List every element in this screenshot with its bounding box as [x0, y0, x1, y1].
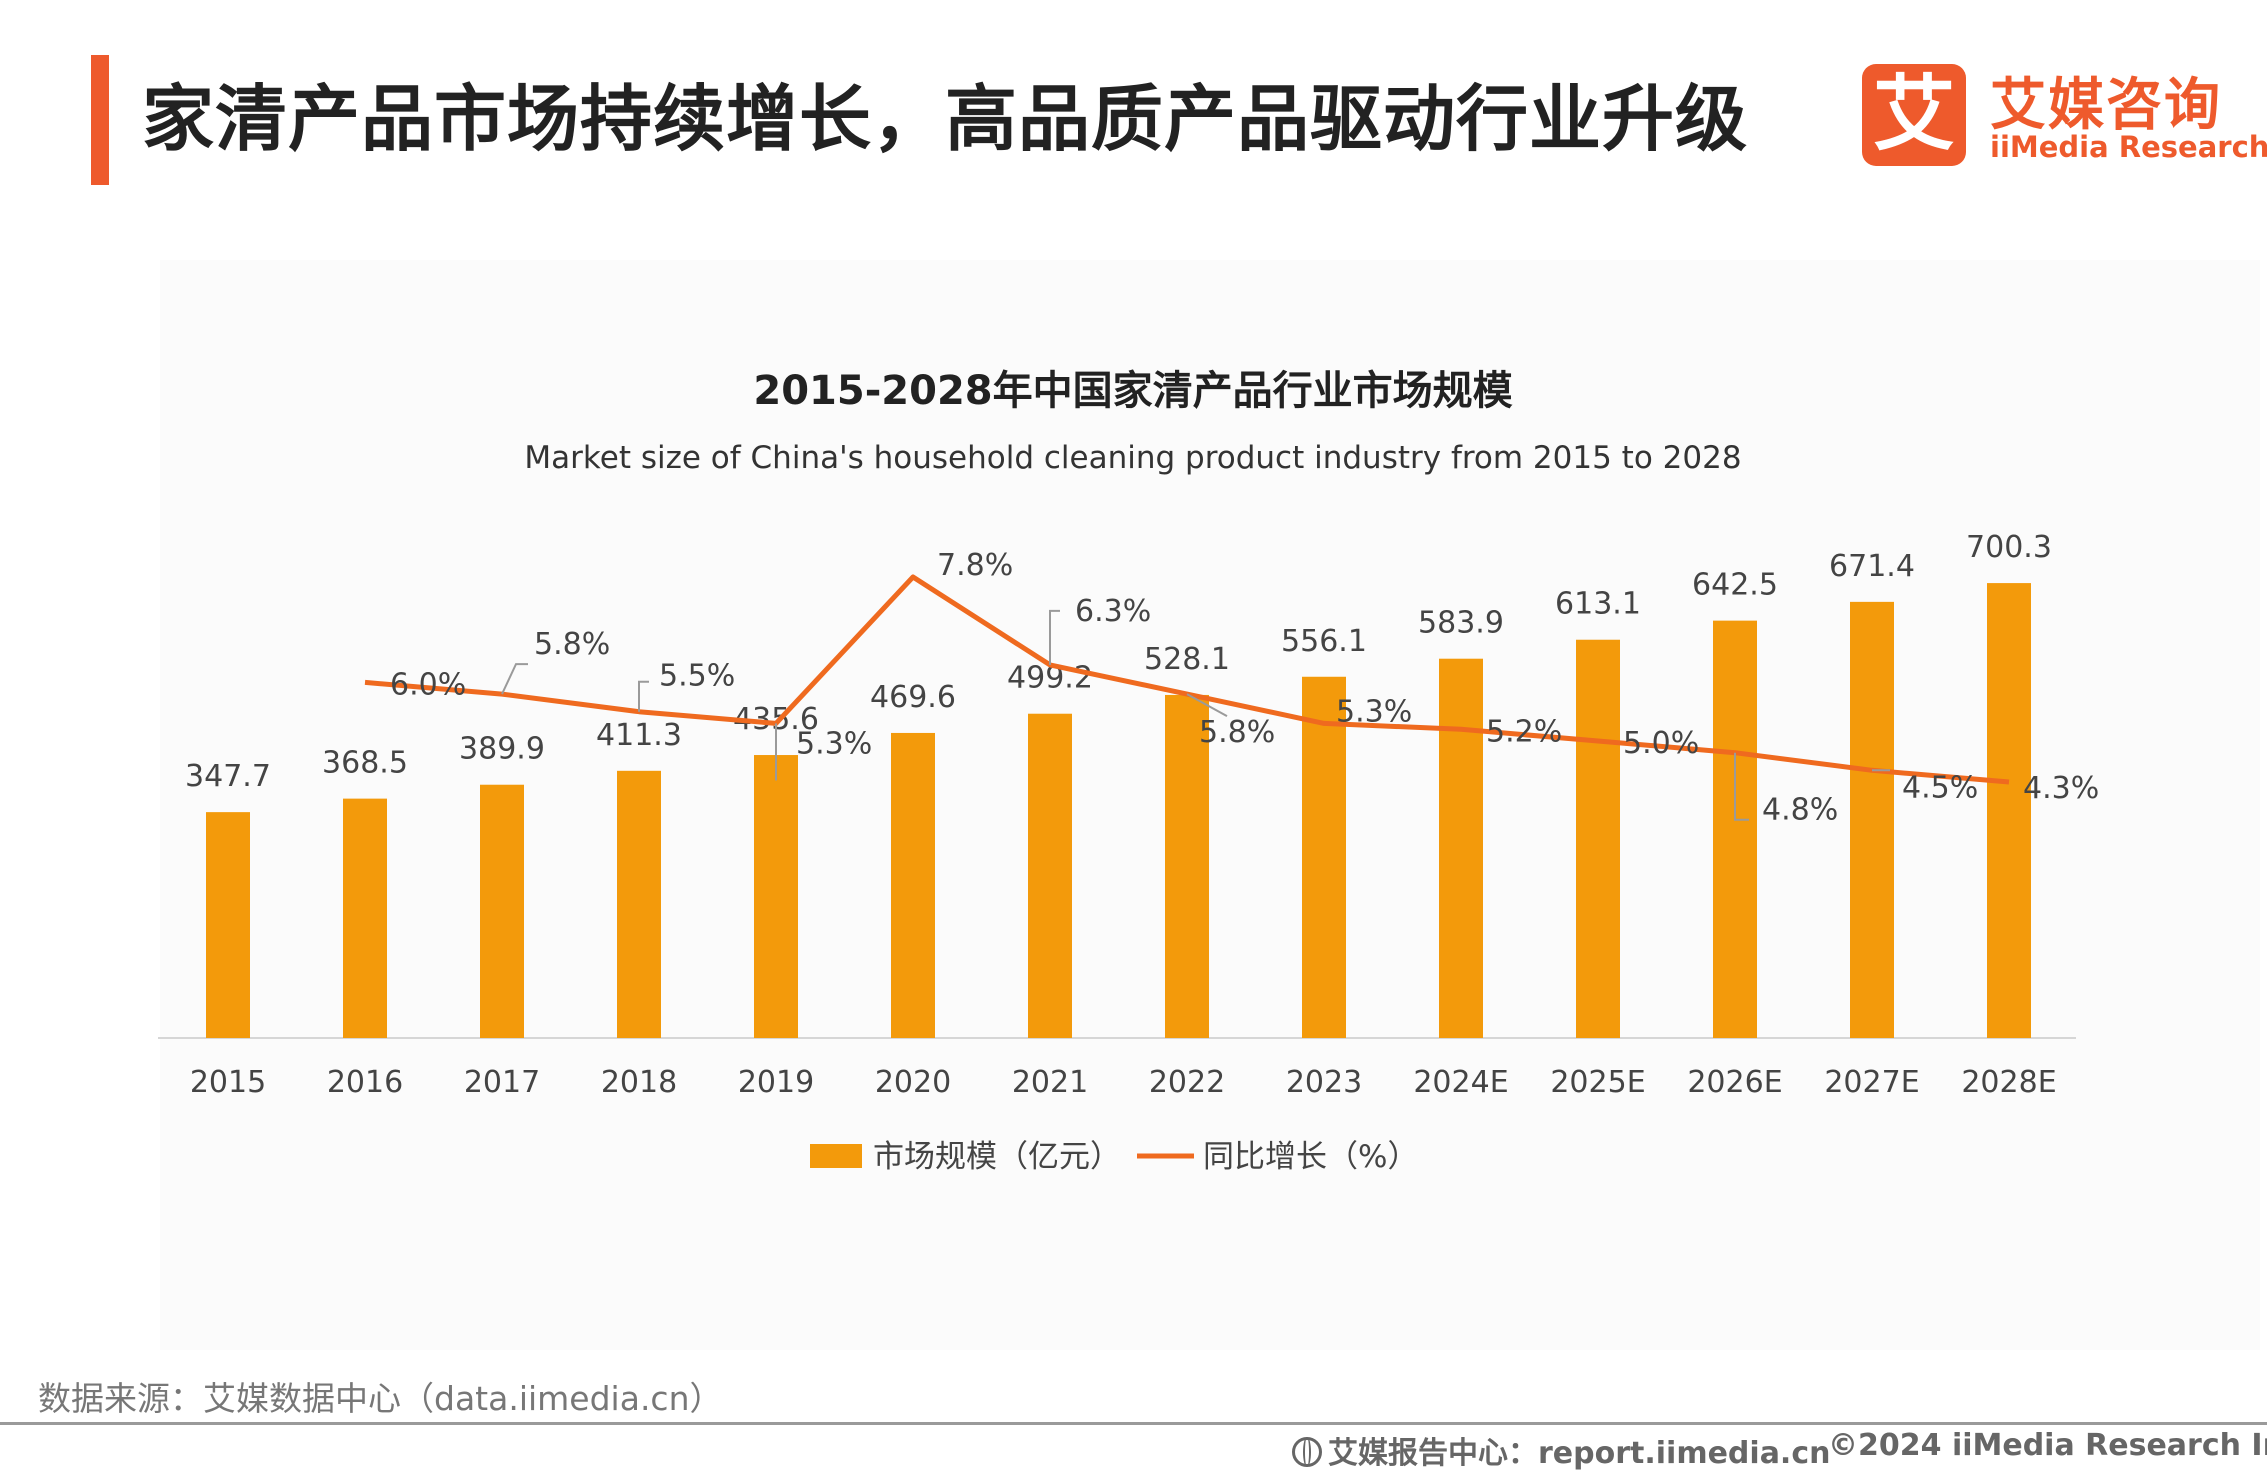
bar-2024E	[1439, 658, 1483, 1038]
category-label: 2015	[190, 1065, 266, 1100]
bar-value-label: 347.7	[185, 759, 271, 794]
footer-report-text: 艾媒报告中心：report.iimedia.cn	[1328, 1436, 1831, 1471]
bar-2027E	[1850, 601, 1894, 1038]
data-source: 数据来源：艾媒数据中心（data.iimedia.cn）	[38, 1379, 723, 1418]
category-label: 2018	[601, 1065, 677, 1100]
bar-2028E	[1987, 583, 2031, 1038]
bar-value-label: 671.4	[1829, 549, 1915, 584]
bar-value-label: 642.5	[1692, 568, 1778, 603]
bar-2017	[480, 784, 524, 1038]
bar-2018	[617, 770, 661, 1038]
category-label: 2022	[1149, 1065, 1225, 1100]
bar-value-label: 411.3	[596, 718, 682, 753]
growth-value-label: 5.8%	[1199, 715, 1275, 750]
legend-bar-swatch	[810, 1144, 862, 1168]
growth-value-label: 5.2%	[1486, 714, 1562, 749]
logo-english-name: iiMedia Research	[1990, 130, 2267, 164]
growth-label-leader	[1734, 752, 1749, 821]
chart-title: 2015-2028年中国家清产品行业市场规模	[753, 368, 1512, 414]
growth-value-label: 4.3%	[2023, 771, 2099, 806]
category-label: 2019	[738, 1065, 814, 1100]
title-accent-bar	[91, 55, 109, 185]
growth-value-label: 6.3%	[1075, 594, 1151, 629]
growth-value-label: 5.5%	[659, 659, 735, 694]
legend-line-label: 同比增长（%）	[1203, 1139, 1418, 1175]
page-title: 家清产品市场持续增长，高品质产品驱动行业升级	[142, 77, 1749, 161]
growth-label-leader	[1049, 609, 1060, 665]
bar-value-label: 389.9	[459, 732, 545, 767]
bar-2021	[1028, 713, 1072, 1038]
bar-value-label: 469.6	[870, 680, 956, 715]
growth-value-label: 5.3%	[796, 726, 872, 761]
growth-value-label: 5.8%	[534, 627, 610, 662]
globe-icon	[1292, 1437, 1322, 1467]
chart-subtitle: Market size of China's household cleanin…	[524, 440, 1741, 476]
logo-chinese-name: 艾媒咨询	[1990, 73, 2222, 138]
bar-value-label: 556.1	[1281, 624, 1367, 659]
category-label: 2027E	[1824, 1065, 1919, 1100]
growth-label-leader	[501, 663, 528, 695]
footer-copyright: ©2024 iiMedia Research Inc	[1828, 1428, 2267, 1463]
footer-report-center: 艾媒报告中心：report.iimedia.cn	[1292, 1428, 1830, 1472]
bar-value-label: 613.1	[1555, 587, 1641, 622]
growth-value-label: 4.5%	[1902, 770, 1978, 805]
bar-2026E	[1713, 620, 1757, 1038]
legend-bar-label: 市场规模（亿元）	[873, 1139, 1121, 1175]
category-label: 2024E	[1413, 1065, 1508, 1100]
bar-value-label: 583.9	[1418, 606, 1504, 641]
bar-2025E	[1576, 639, 1620, 1038]
iimedia-logo: 艾 艾媒咨询 iiMedia Research	[1862, 60, 2267, 170]
category-label: 2028E	[1961, 1065, 2056, 1100]
growth-value-label: 6.0%	[390, 667, 466, 702]
bar-2022	[1165, 694, 1209, 1038]
bar-2023	[1302, 676, 1346, 1038]
growth-label-leader	[638, 680, 649, 712]
category-label: 2020	[875, 1065, 951, 1100]
bar-value-label: 368.5	[322, 746, 408, 781]
bar-2020	[891, 732, 935, 1038]
growth-value-label: 7.8%	[937, 548, 1013, 583]
category-label: 2023	[1286, 1065, 1362, 1100]
category-label: 2021	[1012, 1065, 1088, 1100]
footer-divider	[0, 1422, 2267, 1425]
growth-value-label: 5.3%	[1336, 694, 1412, 729]
category-label: 2026E	[1687, 1065, 1782, 1100]
growth-value-label: 4.8%	[1762, 793, 1838, 828]
category-label: 2017	[464, 1065, 540, 1100]
bar-value-label: 528.1	[1144, 642, 1230, 677]
growth-label-leader	[1186, 693, 1228, 717]
logo-mark: 艾	[1862, 64, 1966, 166]
bar-value-label: 700.3	[1966, 530, 2052, 565]
bar-2019	[754, 755, 798, 1038]
category-label: 2025E	[1550, 1065, 1645, 1100]
bar-2015	[206, 812, 250, 1038]
bar-2016	[343, 798, 387, 1038]
growth-value-label: 5.0%	[1623, 726, 1699, 761]
category-label: 2016	[327, 1065, 403, 1100]
